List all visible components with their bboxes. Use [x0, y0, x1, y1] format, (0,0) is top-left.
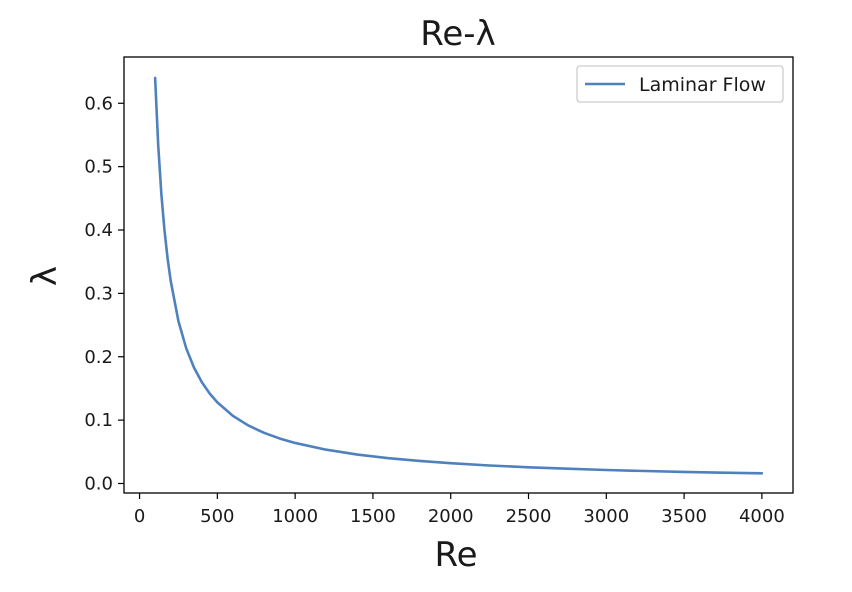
x-tick-label: 4000	[739, 506, 785, 527]
y-axis-label: λ	[25, 266, 65, 286]
chart-title: Re-λ	[420, 14, 495, 54]
x-tick-label: 3000	[583, 506, 629, 527]
legend: Laminar Flow	[576, 65, 784, 103]
x-tick-label: 3500	[661, 506, 707, 527]
x-tick-label: 2000	[428, 506, 474, 527]
x-tick-label: 500	[200, 506, 234, 527]
legend-label-laminar-flow: Laminar Flow	[639, 74, 766, 96]
x-tick-label: 1500	[350, 506, 396, 527]
plot-area-frame	[123, 56, 794, 494]
series-line-laminar-flow	[153, 76, 764, 475]
y-tick-label: 0.3	[84, 283, 113, 304]
x-tick-label: 2500	[506, 506, 552, 527]
legend-box	[576, 65, 784, 103]
x-tick-label: 0	[134, 506, 145, 527]
x-tick-label: 1000	[272, 506, 318, 527]
x-axis-ticks: 0 500 1000 1500 2000 2500 3000 3500 4000	[134, 493, 785, 527]
y-tick-label: 0.0	[84, 473, 113, 494]
y-tick-label: 0.5	[84, 157, 113, 178]
series-layer	[153, 76, 764, 475]
x-axis-label: Re	[434, 535, 477, 575]
y-tick-label: 0.2	[84, 347, 113, 368]
y-tick-label: 0.1	[84, 410, 113, 431]
y-tick-label: 0.6	[84, 93, 113, 114]
y-axis-ticks: 0.0 0.1 0.2 0.3 0.4 0.5 0.6	[84, 93, 124, 494]
y-tick-label: 0.4	[84, 220, 113, 241]
